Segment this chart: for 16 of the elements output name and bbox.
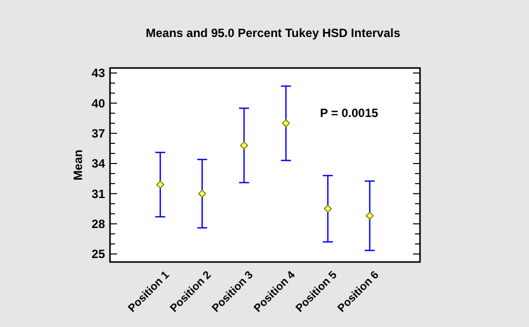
y-axis-title: Mean	[71, 150, 85, 180]
y-tick-label: 25	[92, 247, 106, 262]
point	[156, 180, 164, 189]
y-tick-label: 34	[92, 156, 106, 171]
point	[324, 204, 332, 213]
y-tick-label: 37	[92, 126, 106, 141]
point	[240, 141, 248, 150]
y-tick-label: 28	[92, 217, 106, 232]
annotation: P = 0.0015	[320, 106, 378, 120]
y-tick-label: 40	[92, 96, 106, 110]
point	[198, 190, 206, 198]
point	[366, 212, 374, 220]
y-tick-label: 43	[92, 66, 106, 80]
chart-title: Means and 95.0 Percent Tukey HSD Intervals	[146, 26, 401, 40]
y-tick-label: 31	[92, 186, 106, 201]
point	[282, 119, 290, 128]
